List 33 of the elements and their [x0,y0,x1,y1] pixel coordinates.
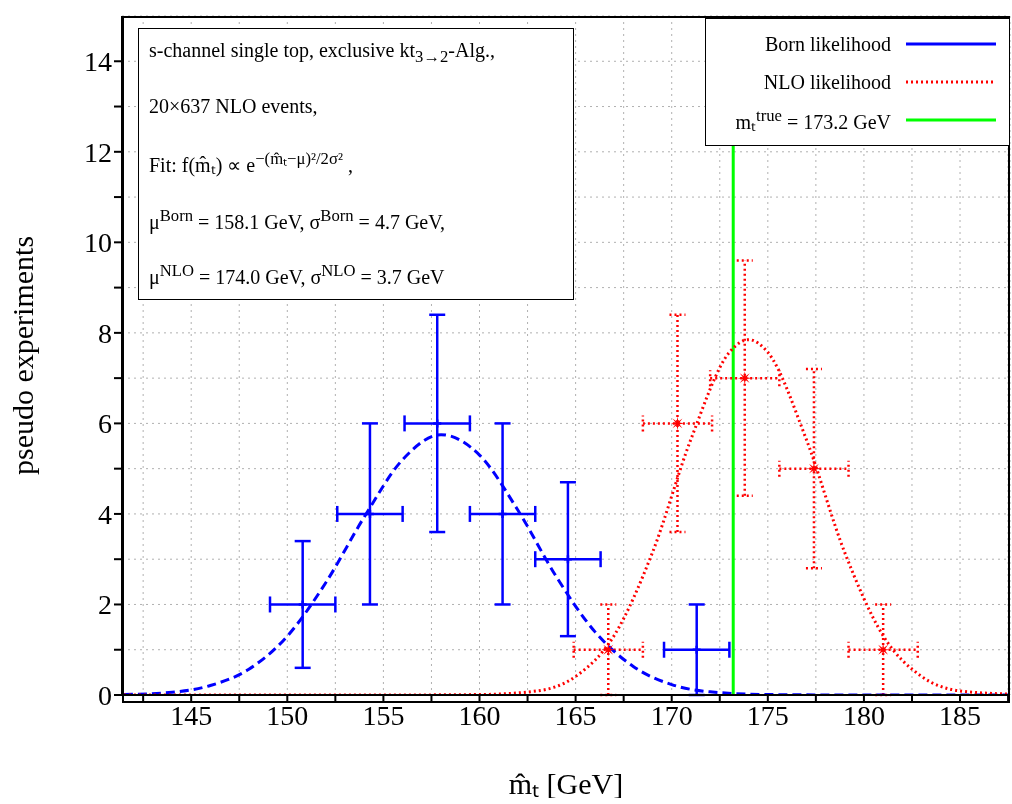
y-axis-title: pseudo experiments [5,235,39,476]
point [737,371,752,386]
x-tick-label: 145 [170,699,213,731]
y-tick-label: 10 [84,227,112,259]
annotation: 20×637 NLO events, [149,95,319,118]
annotation: μ$^{Born}$ = 158.1 GeV, σ$^{Born}$ = 4.7 GeV, [149,205,447,234]
x-tick-label: 165 [554,699,597,731]
x-tick-label: 160 [458,699,501,731]
y-tick-label: 8 [98,317,112,349]
y-tick-label: 2 [98,589,112,621]
annotation: s-channel single top, exclusive kt$_{3→2}$-Alg., [149,39,497,67]
point [691,644,702,655]
point [806,461,821,476]
x-tick-label: 175 [746,699,789,731]
x-tick-label: 170 [650,699,693,731]
x-tick-label: 185 [939,699,982,731]
point [670,416,685,431]
x-tick-label: 180 [842,699,885,731]
ref-line-label: mₜ$^{true}$ = 173.2 GeV [735,105,891,135]
y-tick-label: 6 [98,408,112,440]
y-tick-label: 0 [98,679,112,711]
y-tick-label: 14 [84,46,112,78]
x-axis-title: m̂ₜ [GeV] [508,767,624,800]
legend-label: NLO likelihood [763,70,891,94]
x-tick-label: 155 [362,699,405,731]
annotation: Fit: f(m̂ₜ) ∝ e$^{−(m̂ₜ−μ)²/2σ²}$ , [149,148,354,178]
y-tick-label: 4 [98,498,112,530]
y-tick-label: 12 [84,136,112,168]
point [297,599,308,610]
annotation: μ$^{NLO}$ = 174.0 GeV, σ$^{NLO}$ = 3.7 GeV [149,261,446,289]
x-tick-label: 150 [266,699,309,731]
legend-label: Born likelihood [764,32,891,56]
point [601,642,616,657]
